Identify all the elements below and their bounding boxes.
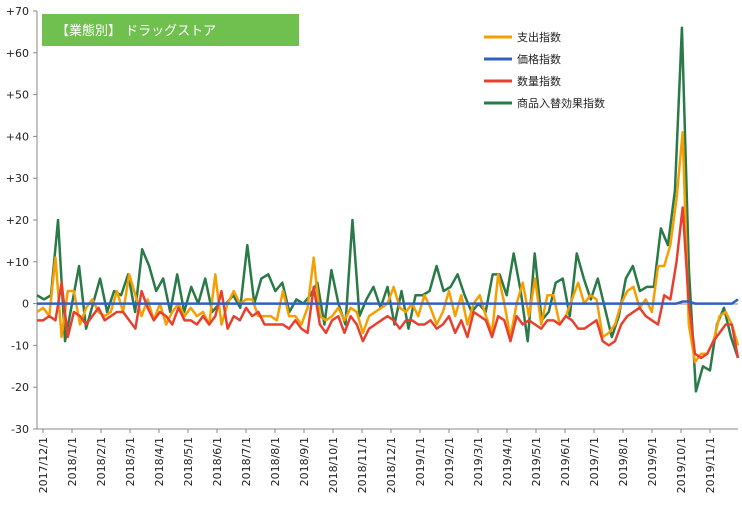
legend-label-3: 商品入替効果指数 (517, 96, 605, 110)
y-axis-ticks: -30 -20 -10 0 +10 +20 +30 +40 +50 +60 +70 (6, 5, 37, 436)
x-tick-label: 2018/4/1 (153, 437, 166, 486)
x-tick-label: 2018/10/1 (327, 437, 340, 493)
x-tick-label: 2018/1/1 (66, 437, 79, 486)
legend-label-1: 価格指数 (517, 52, 561, 66)
x-tick-label: 2018/7/1 (240, 437, 253, 486)
y-tick-label: +20 (6, 214, 29, 227)
legend-label-0: 支出指数 (517, 30, 561, 44)
x-tick-label: 2018/6/1 (211, 437, 224, 486)
y-tick-label: +40 (6, 130, 29, 143)
chart-title: 【業態別】 ドラッグストア (56, 23, 216, 39)
x-tick-label: 2019/5/1 (530, 437, 543, 486)
y-tick-label: +70 (6, 5, 29, 18)
series-line-2 (37, 206, 740, 360)
y-tick-label: +60 (6, 47, 29, 60)
x-tick-label: 2018/12/1 (385, 437, 398, 493)
x-tick-label: 2018/11/1 (356, 437, 369, 493)
x-tick-label: 2019/9/1 (646, 437, 659, 486)
x-tick-label: 2019/2/1 (443, 437, 456, 486)
x-tick-label: 2018/9/1 (298, 437, 311, 486)
x-tick-label: 2017/12/1 (37, 437, 50, 493)
chart-title-background (42, 14, 299, 46)
x-tick-label: 2019/10/1 (675, 437, 688, 493)
x-tick-label: 2019/4/1 (501, 437, 514, 486)
x-tick-label: 2019/7/1 (588, 437, 601, 486)
y-tick-label: -20 (11, 381, 29, 394)
y-tick-label: -30 (11, 423, 29, 436)
x-tick-label: 2019/3/1 (472, 437, 485, 486)
x-tick-label: 2019/11/1 (704, 437, 717, 493)
chart-title-box: 【業態別】 ドラッグストア (42, 14, 299, 46)
x-tick-label: 2019/6/1 (559, 437, 572, 486)
y-tick-label: +30 (6, 172, 29, 185)
x-tick-label: 2018/8/1 (269, 437, 282, 486)
y-tick-label: +50 (6, 89, 29, 102)
x-tick-label: 2019/8/1 (617, 437, 630, 486)
x-tick-label: 2019/1/1 (414, 437, 427, 486)
legend-label-2: 数量指数 (517, 74, 561, 88)
x-tick-label: 2018/3/1 (124, 437, 137, 486)
y-tick-label: 0 (22, 298, 29, 311)
series-line-1 (37, 298, 739, 305)
x-tick-label: 2018/2/1 (95, 437, 108, 486)
x-axis-ticks: 2017/12/1 2018/1/1 2018/2/1 2018/3/1 2018/4/… (37, 428, 738, 493)
series-group (36, 26, 740, 393)
y-tick-label: -10 (11, 339, 29, 352)
y-tick-label: +10 (6, 256, 29, 269)
x-tick-label: 2018/5/1 (182, 437, 195, 486)
